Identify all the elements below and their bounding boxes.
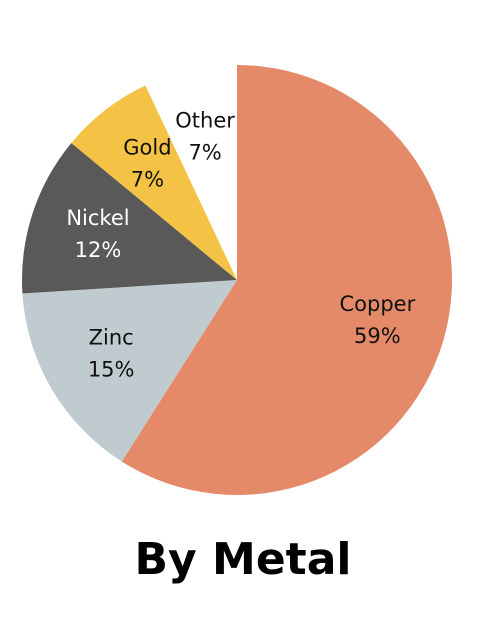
slice-value-label: 59%: [354, 324, 401, 348]
pie-slice: [121, 65, 452, 495]
slice-label: Other: [175, 108, 235, 132]
pie-slice: [22, 280, 237, 462]
pie-slice: [22, 142, 238, 294]
chart-title: By Metal: [135, 534, 352, 585]
slice-label: Nickel: [66, 206, 129, 230]
slice-value-label: 12%: [75, 238, 122, 262]
slice-value-label: 7%: [188, 140, 221, 164]
slice-value-label: 7%: [131, 167, 164, 191]
slice-value-label: 15%: [88, 357, 135, 381]
pie-slice: [145, 65, 237, 280]
slice-label: Gold: [123, 135, 171, 159]
slice-label: Copper: [340, 292, 416, 316]
slice-label: Zinc: [89, 325, 134, 349]
pie-slice: [71, 85, 237, 280]
